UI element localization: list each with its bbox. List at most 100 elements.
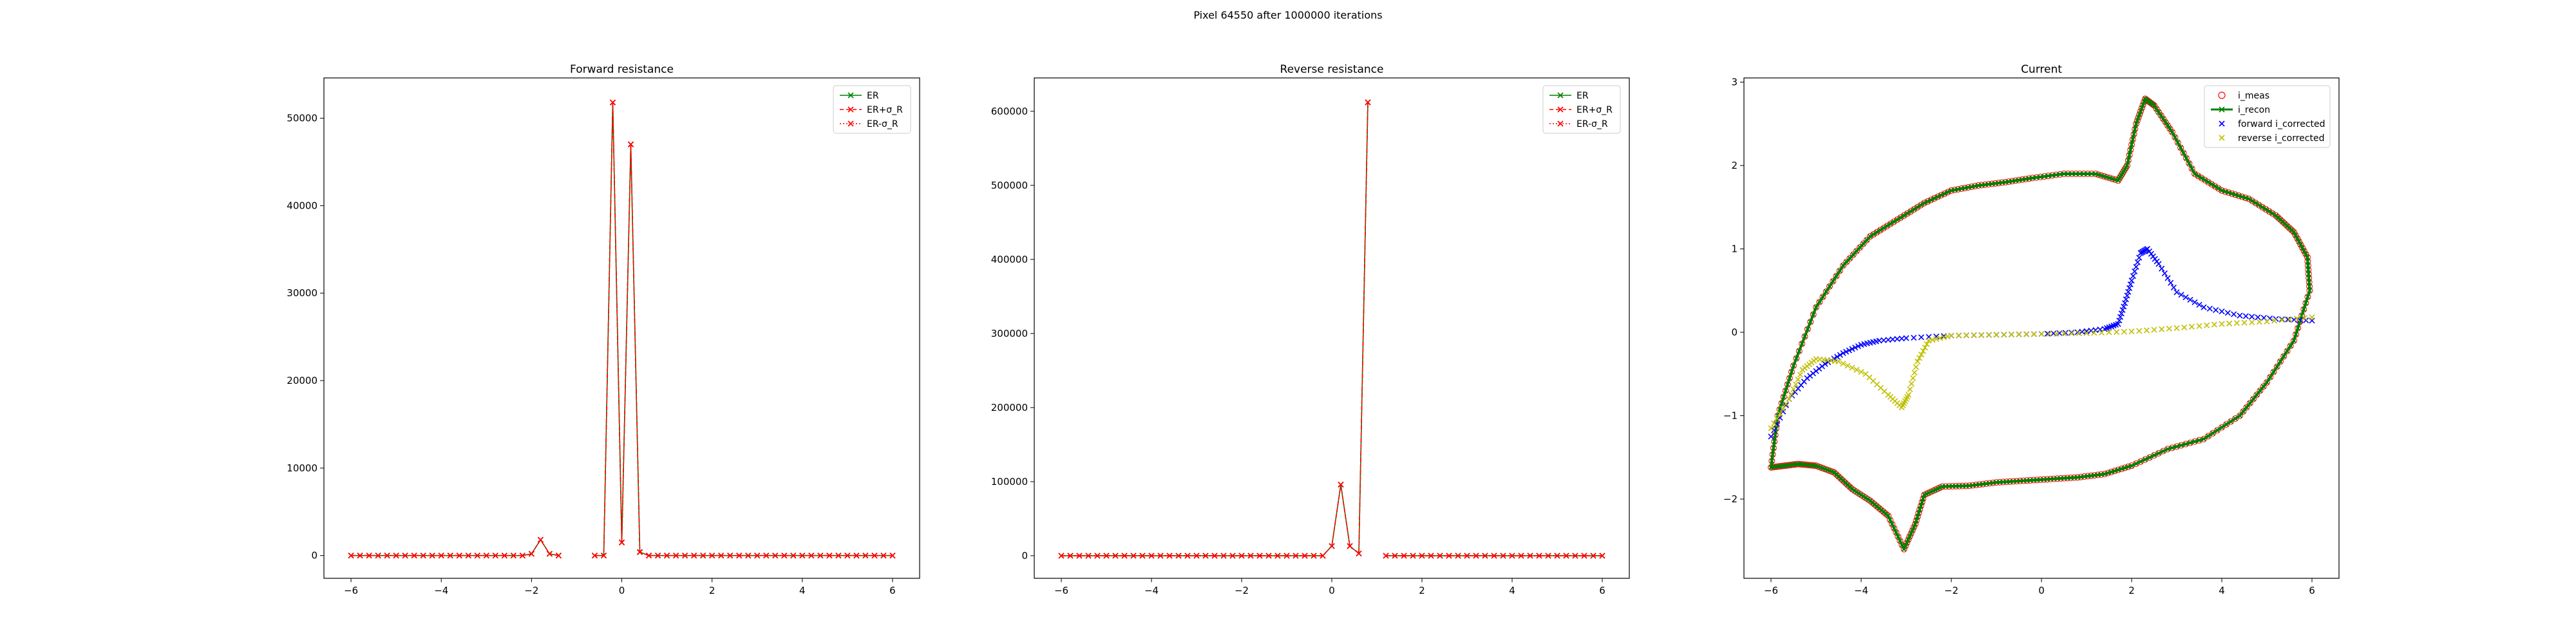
data-point: [2151, 102, 2157, 109]
data-point: [1846, 255, 1853, 262]
data-point: [2297, 317, 2303, 323]
legend-marker: [848, 120, 854, 127]
data-point: [1871, 232, 1876, 237]
data-point: [1783, 401, 1789, 407]
data-point: [1914, 518, 1919, 523]
x-tick-label: 4: [1509, 585, 1515, 596]
y-tick-label: 10000: [287, 462, 317, 474]
data-point: [2248, 401, 2253, 406]
data-point: [2237, 412, 2243, 419]
plot-frame: [323, 77, 920, 579]
data-point: [2046, 330, 2052, 337]
data-point: [2295, 236, 2300, 241]
data-point: [2278, 316, 2285, 323]
data-point: [1920, 348, 1926, 354]
data-point: [375, 553, 381, 559]
data-point: [2206, 180, 2211, 185]
data-point: [1946, 189, 1951, 194]
data-point: [1894, 216, 1900, 223]
data-point: [1768, 425, 1774, 431]
data-point: [2252, 200, 2259, 207]
y-tick-label: 600000: [991, 106, 1028, 117]
data-point: [2164, 275, 2171, 281]
data-point: [1884, 223, 1889, 229]
data-point: [1873, 229, 1880, 236]
data-point: [1901, 213, 1907, 218]
y-tick-label: 100000: [991, 476, 1028, 488]
data-point: [2045, 173, 2051, 178]
data-point: [1860, 493, 1867, 500]
data-point: [429, 553, 435, 559]
data-point: [1833, 471, 1840, 478]
data-point: [2126, 153, 2132, 158]
data-point: [1890, 218, 1897, 225]
data-point: [2027, 176, 2032, 181]
data-point: [2192, 170, 2198, 177]
data-point: [1157, 553, 1164, 559]
data-point: [636, 549, 643, 555]
data-point: [2249, 314, 2255, 320]
data-point: [1842, 479, 1849, 486]
data-point: [2273, 213, 2278, 218]
data-point: [2307, 279, 2312, 285]
data-point: [2136, 328, 2143, 334]
data-point: [1768, 433, 1774, 440]
data-point: [1826, 283, 1833, 290]
data-point: [2275, 364, 2280, 369]
data-point: [2081, 171, 2087, 176]
data-point: [2020, 177, 2025, 182]
data-point: [1840, 262, 1846, 269]
legend-label: ER: [1577, 91, 1589, 101]
data-point: [1843, 258, 1850, 265]
data-point: [2302, 249, 2307, 254]
data-point: [2223, 421, 2230, 428]
data-point: [2054, 172, 2059, 178]
data-point: [2288, 227, 2295, 234]
data-point: [1238, 553, 1245, 559]
series-ER: [348, 99, 896, 559]
legend: ER ER+σ_R ER-σ_R: [833, 85, 911, 134]
x-tick-label: 2: [709, 585, 715, 596]
data-point: [1895, 534, 1900, 539]
data-point: [1878, 227, 1883, 232]
data-point: [1805, 327, 1810, 332]
series-line: [351, 102, 893, 556]
data-point: [2069, 330, 2075, 337]
data-point: [691, 553, 697, 559]
data-point: [1904, 540, 1909, 545]
data-point: [2264, 318, 2270, 325]
data-point: [2281, 354, 2286, 359]
data-point: [1455, 553, 1461, 559]
data-point: [2136, 254, 2143, 261]
data-point: [682, 553, 688, 559]
data-point: [2117, 314, 2124, 320]
x-tick-label: −2: [524, 585, 538, 596]
data-point: [880, 553, 887, 559]
x-tick-label: −4: [1144, 585, 1159, 596]
data-point: [1873, 503, 1880, 510]
data-point: [2219, 321, 2225, 327]
data-point: [2282, 220, 2288, 227]
data-point: [1918, 351, 1924, 358]
data-point: [474, 553, 480, 559]
data-point: [1843, 348, 1850, 355]
data-point: [1855, 343, 1861, 350]
data-point: [1955, 187, 1961, 192]
data-point: [2257, 388, 2263, 393]
data-point: [2034, 175, 2039, 180]
data-point: [1860, 240, 1867, 247]
data-point: [1858, 368, 1864, 375]
data-point: [2174, 444, 2179, 449]
data-point: [1795, 376, 1801, 383]
data-point: [1859, 492, 1864, 498]
data-point: [2201, 176, 2208, 184]
x-tick-label: −6: [344, 585, 358, 596]
data-point: [1938, 193, 1944, 198]
data-point: [2206, 305, 2213, 312]
data-point: [1849, 486, 1855, 493]
data-point: [1854, 489, 1859, 495]
data-point: [862, 553, 869, 559]
data-point: [2030, 175, 2035, 180]
data-point: [1148, 553, 1155, 559]
data-point: [2205, 433, 2211, 440]
